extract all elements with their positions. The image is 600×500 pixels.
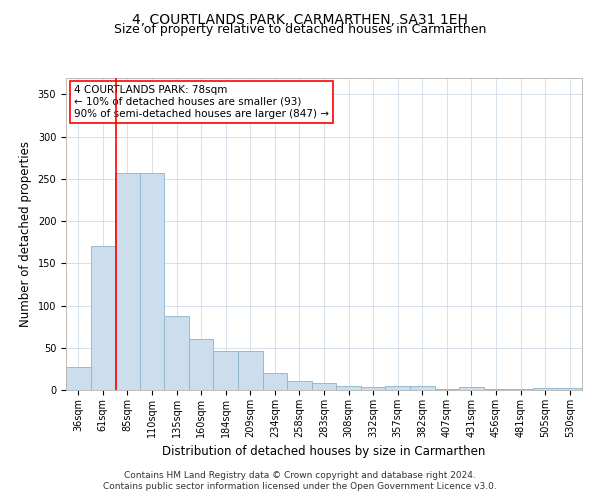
X-axis label: Distribution of detached houses by size in Carmarthen: Distribution of detached houses by size … bbox=[163, 446, 485, 458]
Bar bbox=[533, 388, 557, 390]
Bar bbox=[140, 173, 164, 390]
Bar bbox=[189, 340, 214, 390]
Bar bbox=[385, 386, 410, 390]
Bar bbox=[115, 173, 140, 390]
Bar bbox=[164, 316, 189, 390]
Bar bbox=[287, 380, 312, 390]
Text: Size of property relative to detached houses in Carmarthen: Size of property relative to detached ho… bbox=[114, 22, 486, 36]
Y-axis label: Number of detached properties: Number of detached properties bbox=[19, 141, 32, 327]
Text: Contains public sector information licensed under the Open Government Licence v3: Contains public sector information licen… bbox=[103, 482, 497, 491]
Bar bbox=[238, 351, 263, 390]
Bar bbox=[508, 389, 533, 390]
Text: Contains HM Land Registry data © Crown copyright and database right 2024.: Contains HM Land Registry data © Crown c… bbox=[124, 471, 476, 480]
Bar bbox=[312, 383, 336, 390]
Bar bbox=[459, 386, 484, 390]
Bar bbox=[214, 351, 238, 390]
Bar bbox=[410, 386, 434, 390]
Bar bbox=[557, 388, 582, 390]
Text: 4, COURTLANDS PARK, CARMARTHEN, SA31 1EH: 4, COURTLANDS PARK, CARMARTHEN, SA31 1EH bbox=[132, 12, 468, 26]
Bar bbox=[484, 389, 508, 390]
Bar bbox=[263, 373, 287, 390]
Text: 4 COURTLANDS PARK: 78sqm
← 10% of detached houses are smaller (93)
90% of semi-d: 4 COURTLANDS PARK: 78sqm ← 10% of detach… bbox=[74, 86, 329, 118]
Bar bbox=[91, 246, 115, 390]
Bar bbox=[66, 367, 91, 390]
Bar bbox=[434, 389, 459, 390]
Bar bbox=[361, 388, 385, 390]
Bar bbox=[336, 386, 361, 390]
